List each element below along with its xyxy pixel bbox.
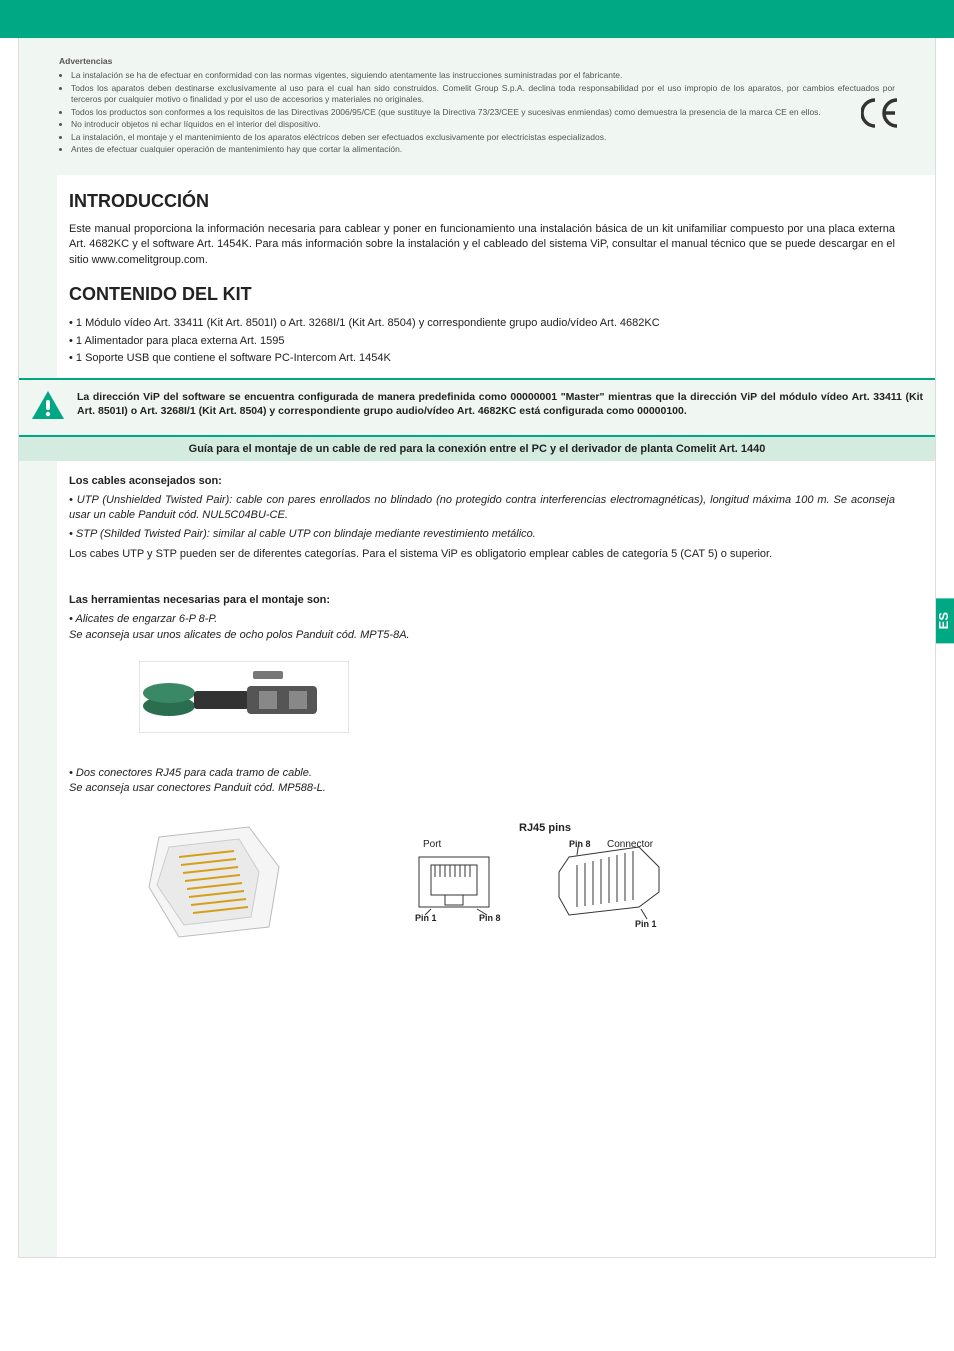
warning-item: Antes de efectuar cualquier operación de…: [71, 144, 895, 155]
rj45-conn-pin1: Pin 1: [635, 919, 657, 929]
content-area: Advertencias La instalación se ha de efe…: [18, 38, 936, 1258]
kit-item: 1 Soporte USB que contiene el software P…: [69, 350, 895, 368]
warnings-list: La instalación se ha de efectuar en conf…: [59, 70, 895, 155]
rj45-port: Port: [423, 839, 442, 850]
intro-heading: INTRODUCCIÓN: [69, 191, 895, 212]
rj45-port-pin8: Pin 8: [479, 913, 501, 923]
warnings-box: Advertencias La instalación se ha de efe…: [19, 38, 935, 175]
kit-item: 1 Alimentador para placa externa Art. 15…: [69, 333, 895, 351]
alert-note: La dirección ViP del software se encuent…: [19, 378, 935, 437]
alert-text: La dirección ViP del software se encuent…: [77, 390, 923, 419]
intro-text: Este manual proporciona la información n…: [69, 222, 895, 268]
kit-item: 1 Módulo vídeo Art. 33411 (Kit Art. 8501…: [69, 315, 895, 333]
warning-item: La instalación, el montaje y el mantenim…: [71, 132, 895, 143]
rj45-conn-pin8: Pin 8: [569, 839, 591, 849]
cables-title: Los cables aconsejados son:: [69, 475, 895, 487]
rj45-connector-image: [139, 817, 289, 952]
alert-icon: [31, 390, 65, 425]
guide-bar: Guía para el montaje de un cable de red …: [19, 437, 935, 461]
warning-item: Todos los productos son conformes a los …: [71, 107, 895, 118]
kit-heading: CONTENIDO DEL KIT: [69, 284, 895, 305]
pliers-line1: • Alicates de engarzar 6-P 8-P.: [69, 612, 895, 627]
warning-item: Todos los aparatos deben destinarse excl…: [71, 83, 895, 106]
tools-title: Las herramientas necesarias para el mont…: [69, 594, 895, 606]
warning-item: La instalación se ha de efectuar en conf…: [71, 70, 895, 81]
cat5-line: Los cabes UTP y STP pueden ser de difere…: [69, 547, 895, 562]
pliers-line2: Se aconseja usar unos alicates de ocho p…: [69, 628, 895, 643]
conn-line2: Se aconseja usar conectores Panduit cód.…: [69, 781, 895, 796]
page-container: Advertencias La instalación se ha de efe…: [0, 38, 954, 1258]
warning-item: No introducir objetos ni echar líquidos …: [71, 119, 895, 130]
connector-images-row: RJ45 pins Port Connector Pin 1 Pin 8: [139, 817, 895, 952]
utp-line: • UTP (Unshielded Twisted Pair): cable c…: [69, 493, 895, 524]
kit-list: 1 Módulo vídeo Art. 33411 (Kit Art. 8501…: [69, 315, 895, 368]
conn-line1: • Dos conectores RJ45 para cada tramo de…: [69, 766, 895, 781]
warnings-title: Advertencias: [59, 56, 895, 67]
ce-mark-icon: [861, 98, 905, 137]
pliers-image: [139, 661, 895, 738]
rj45-title: RJ45 pins: [519, 822, 571, 834]
stp-line: • STP (Shilded Twisted Pair): similar al…: [69, 527, 895, 542]
top-accent-bar: [0, 0, 954, 38]
rj45-pins-diagram: RJ45 pins Port Connector Pin 1 Pin 8: [409, 817, 689, 952]
